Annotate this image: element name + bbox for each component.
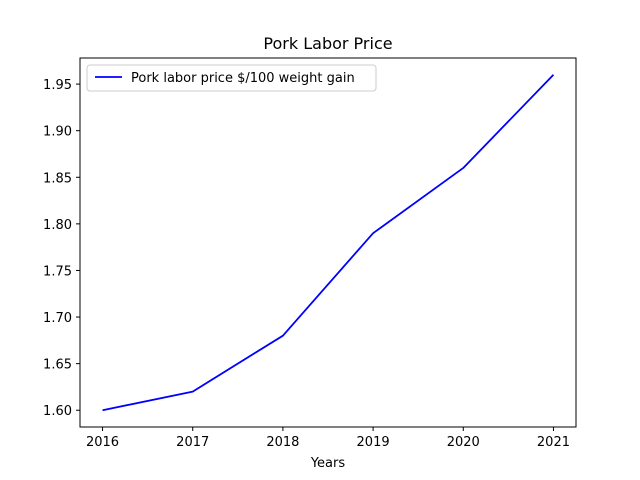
x-tick-label: 2020 bbox=[447, 435, 480, 450]
legend-box bbox=[86, 64, 377, 92]
x-tick-label: 2019 bbox=[357, 435, 390, 450]
y-tick-label: 1.75 bbox=[43, 264, 72, 279]
plot-frame bbox=[79, 57, 577, 428]
y-tick-label: 1.60 bbox=[43, 404, 72, 419]
legend: Pork labor price $/100 weight gain bbox=[86, 64, 377, 92]
legend-label: Pork labor price $/100 weight gain bbox=[131, 71, 355, 86]
series-line-0 bbox=[102, 74, 555, 412]
x-tick-label: 2018 bbox=[266, 435, 299, 450]
y-tick-label: 1.95 bbox=[43, 78, 72, 93]
y-tick-label: 1.65 bbox=[43, 358, 72, 373]
x-tick-label: 2017 bbox=[176, 435, 209, 450]
chart-title: Pork Labor Price bbox=[263, 34, 392, 53]
x-axis-label: Years bbox=[310, 456, 346, 471]
y-tick-label: 1.70 bbox=[43, 311, 72, 326]
x-tick-label: 2016 bbox=[86, 435, 119, 450]
y-tick-label: 1.90 bbox=[43, 125, 72, 140]
y-axis-ticks: 1.60 1.65 1.70 1.75 1.80 1.85 1.90 1.95 bbox=[43, 78, 80, 419]
y-tick-label: 1.85 bbox=[43, 171, 72, 186]
y-tick-label: 1.80 bbox=[43, 218, 72, 233]
series-lines bbox=[102, 74, 555, 412]
x-tick-label: 2021 bbox=[537, 435, 570, 450]
x-axis-ticks: 2016 2017 2018 2019 2020 2021 bbox=[86, 427, 570, 450]
